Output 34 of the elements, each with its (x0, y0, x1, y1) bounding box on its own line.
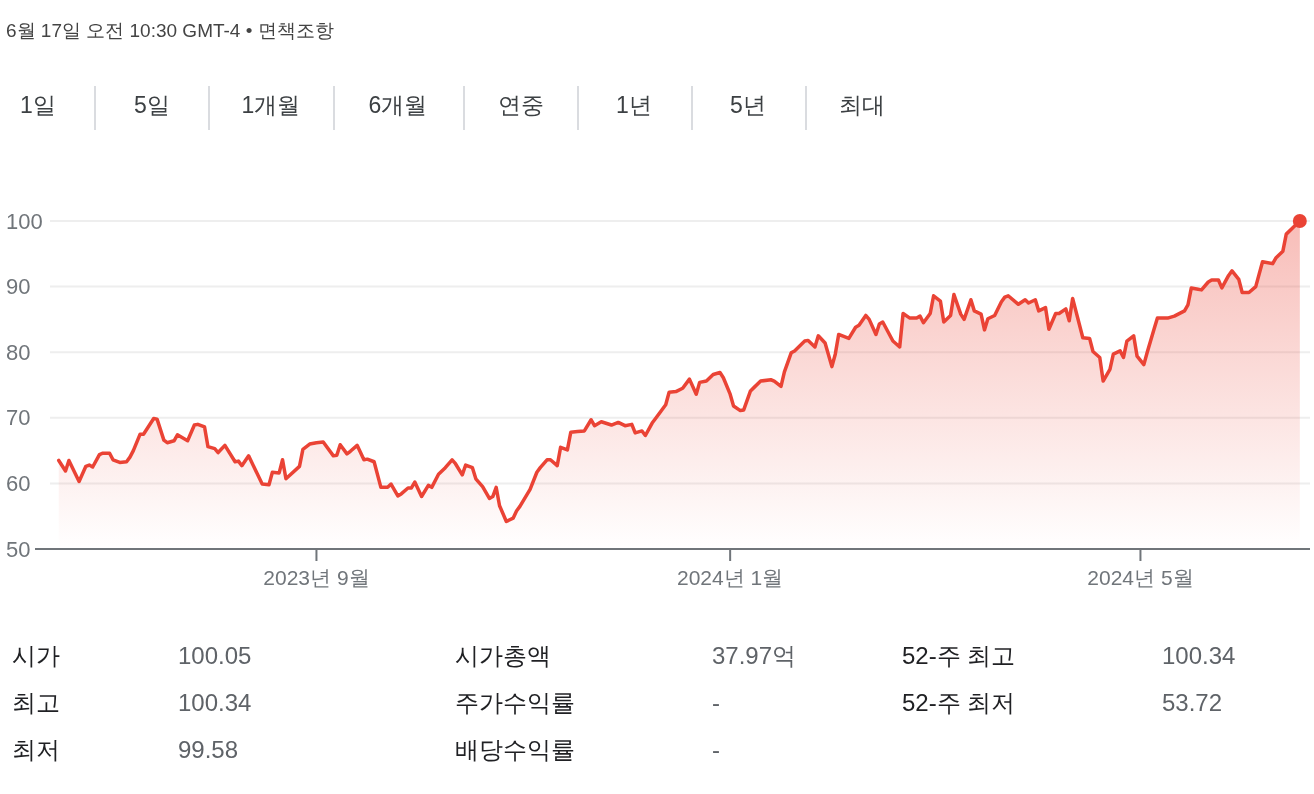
text: - (712, 735, 720, 763)
y-tick-label: 80 (6, 339, 31, 365)
text: 5일 (134, 92, 170, 118)
y-tick-label: 70 (6, 405, 31, 431)
y-tick-label: 60 (6, 470, 31, 496)
x-tick-label: 2023년 9월 (263, 565, 370, 589)
y-tick-label: 50 (6, 536, 31, 562)
text: 100.05 (178, 641, 252, 669)
text: 연중 (498, 92, 544, 118)
text: 52-주 최저 (902, 688, 1016, 716)
text: 6개월 (368, 92, 428, 118)
text: 53.72 (1162, 688, 1223, 716)
text: 52-주 최고 (902, 641, 1016, 669)
y-tick-label: 90 (6, 274, 31, 300)
text: 1일 (20, 92, 56, 118)
text: 37.97억 (712, 641, 797, 669)
text: - (712, 688, 720, 716)
x-tick-label: 2024년 5월 (1087, 565, 1194, 589)
text: 1년 (616, 92, 652, 118)
text: 시가 (12, 641, 60, 669)
text: 배당수익률 (455, 735, 575, 763)
text: 100.34 (1162, 641, 1236, 669)
text: 주가수익률 (455, 688, 575, 716)
x-tick-label: 2024년 1월 (677, 565, 784, 589)
text: 99.58 (178, 735, 239, 763)
text: 100.34 (178, 688, 252, 716)
text: 6월 17일 오전 10:30 GMT-4 • 면책조항 (6, 19, 334, 41)
text: 1개월 (241, 92, 301, 118)
text: 최고 (12, 688, 60, 716)
y-tick-label: 100 (6, 208, 43, 234)
text: 시가총액 (455, 641, 551, 669)
text: 최대 (839, 92, 885, 118)
text: 5년 (730, 92, 766, 118)
text: 최저 (12, 735, 60, 763)
